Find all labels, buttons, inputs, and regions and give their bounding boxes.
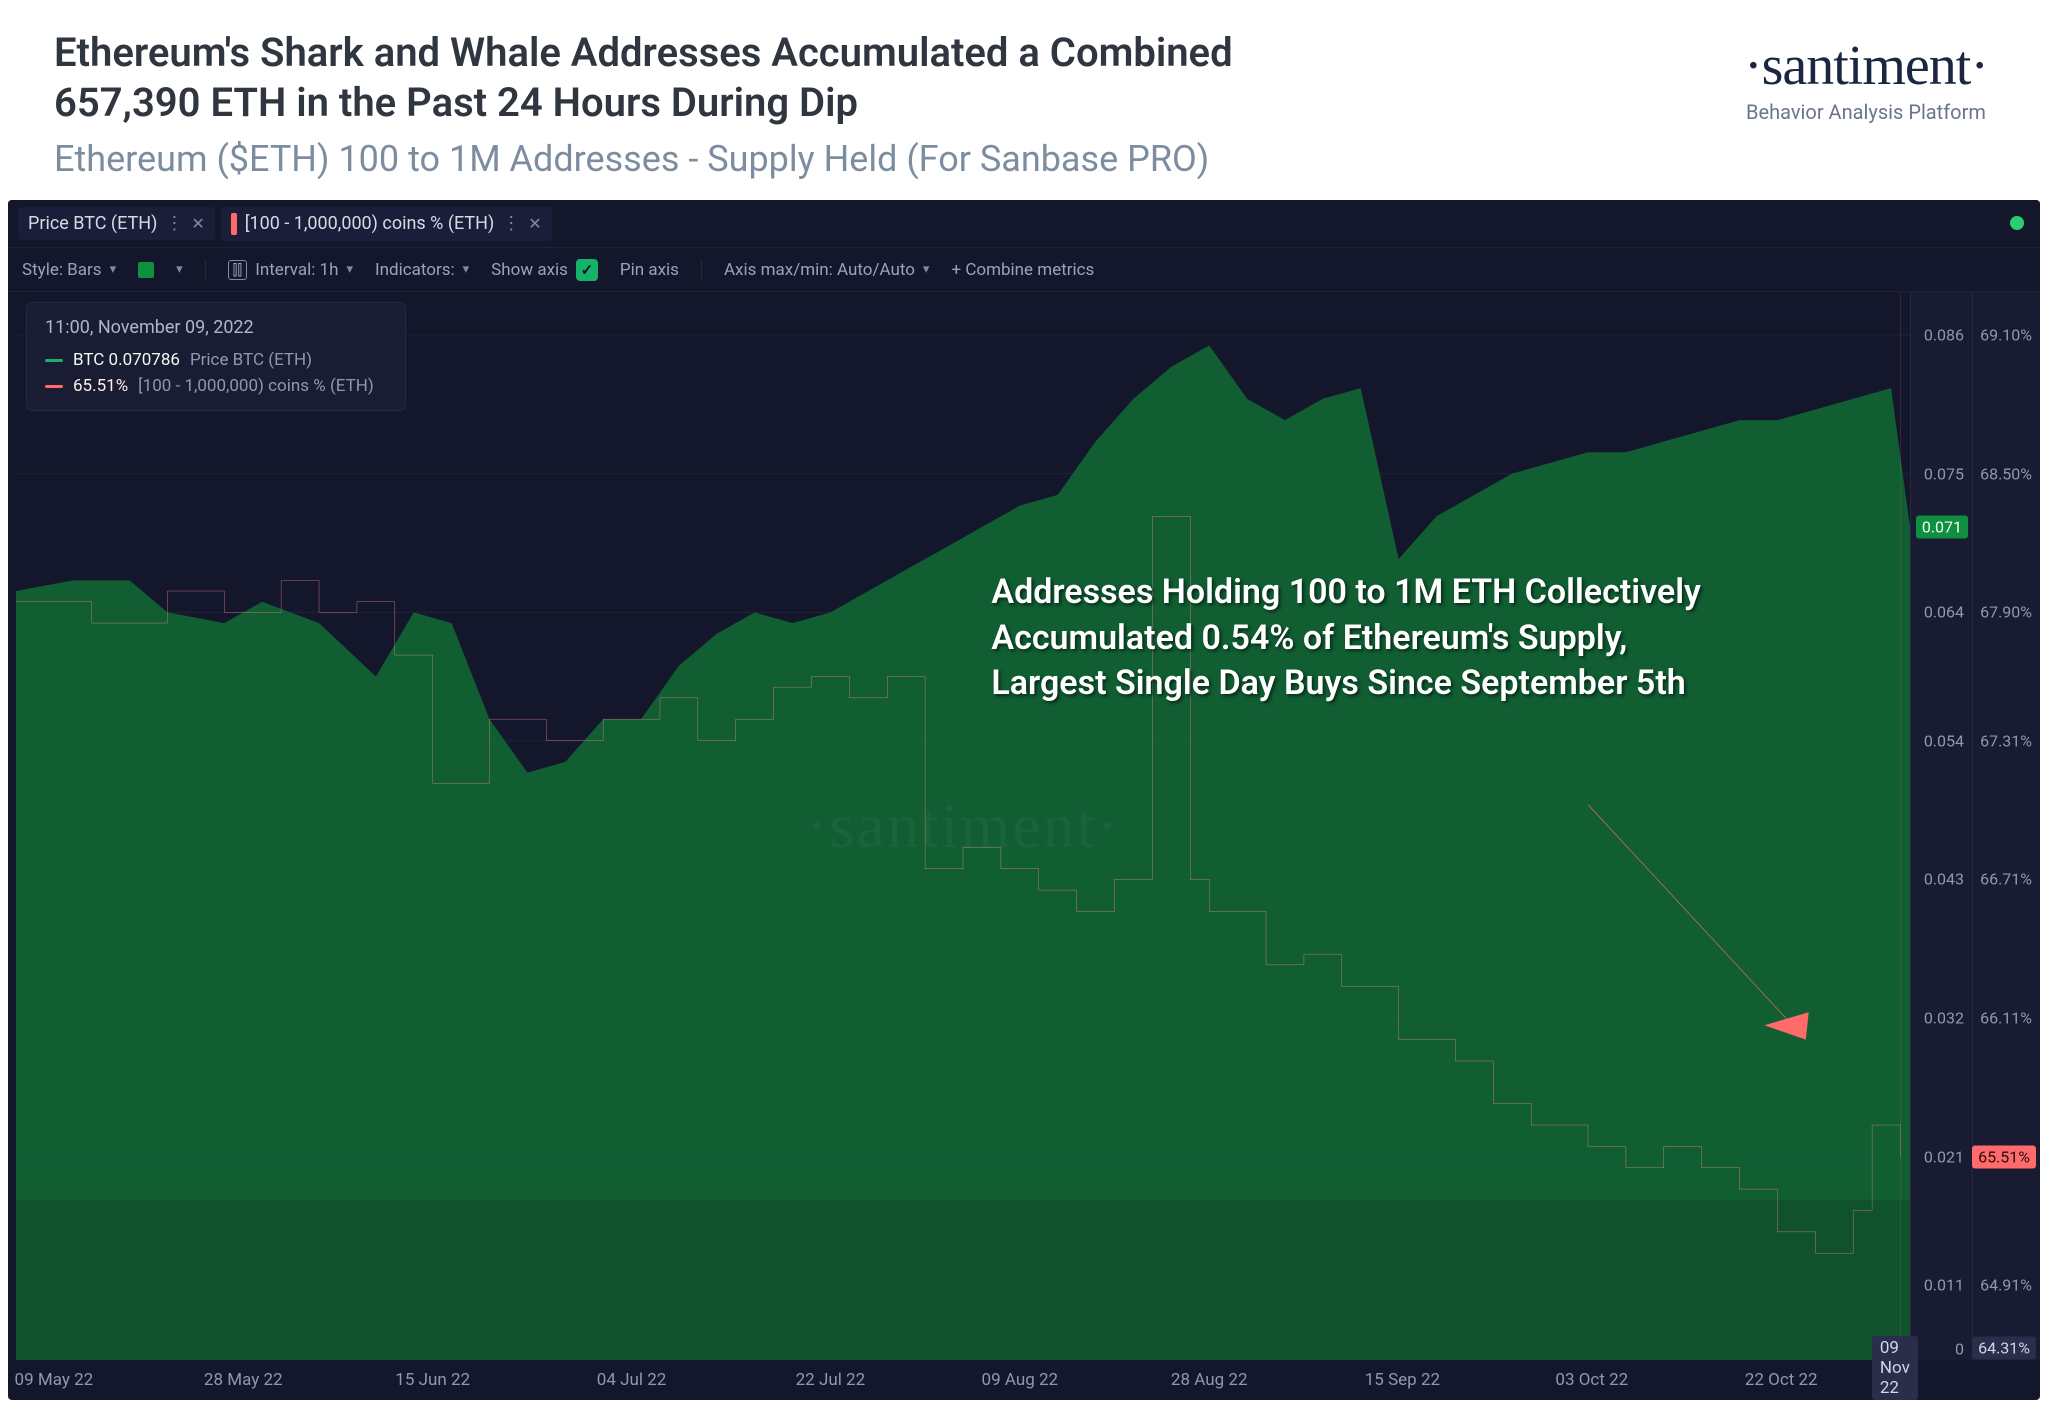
page-subtitle: Ethereum ($ETH) 100 to 1M Addresses - Su… <box>54 138 1744 180</box>
y1-tick: 0 <box>1955 1340 1964 1359</box>
y1-tick: 0.054 <box>1924 731 1964 750</box>
style-selector[interactable]: Style: Bars ▾ <box>22 260 116 280</box>
tab-label: Price BTC (ETH) <box>28 213 157 234</box>
brand: ·santiment· Behavior Analysis Platform <box>1744 34 1988 124</box>
indicators-label: Indicators: <box>375 260 455 280</box>
plot-area[interactable]: ·santiment· 11:00, November 09, 2022 BTC… <box>16 292 1910 1360</box>
tooltip-value: BTC 0.070786 <box>73 350 180 370</box>
y1-tick: 0.086 <box>1924 325 1964 344</box>
y2-current-marker: 65.51% <box>1972 1146 2036 1169</box>
interval-icon: ⫿⫿ <box>228 260 248 280</box>
header-left: Ethereum's Shark and Whale Addresses Acc… <box>54 28 1744 180</box>
y2-bottom-marker: 64.31% <box>1972 1337 2036 1360</box>
y2-tick: 67.31% <box>1980 731 2032 750</box>
metric-tab-coins-pct[interactable]: [100 - 1,000,000) coins % (ETH) ⋮ ✕ <box>221 207 552 241</box>
separator <box>701 259 702 281</box>
y1-tick: 0.075 <box>1924 464 1964 483</box>
tab-label: [100 - 1,000,000) coins % (ETH) <box>245 213 494 234</box>
y2-tick: 67.90% <box>1980 603 2032 622</box>
show-axis-label: Show axis <box>491 260 568 280</box>
x-tick: 09 Aug 22 <box>982 1370 1059 1390</box>
series-color-swatch[interactable] <box>138 262 154 278</box>
x-tick: 04 Jul 22 <box>597 1370 667 1390</box>
y1-tick: 0.064 <box>1924 603 1964 622</box>
pin-axis-toggle[interactable]: Pin axis <box>620 260 679 280</box>
y1-current-marker: 0.071 <box>1916 515 1968 538</box>
axis-minmax-selector[interactable]: Axis max/min: Auto/Auto ▾ <box>724 260 929 280</box>
close-icon[interactable]: ✕ <box>191 214 204 233</box>
combine-label: + Combine metrics <box>951 260 1094 280</box>
chevron-down-icon: ▾ <box>346 262 353 277</box>
x-axis: 09 May 22 28 May 22 15 Jun 22 04 Jul 22 22 J… <box>16 1360 1910 1400</box>
x-tick: 15 Jun 22 <box>395 1370 470 1390</box>
y-axis-left: 0.086 0.075 0.064 0.054 0.043 0.032 0.021 0.011… <box>1910 292 1972 1360</box>
metric-tab-bar: Price BTC (ETH) ⋮ ✕ [100 - 1,000,000) co… <box>8 200 2040 248</box>
combine-metrics-button[interactable]: + Combine metrics <box>951 260 1094 280</box>
kebab-icon[interactable]: ⋮ <box>165 213 183 234</box>
tooltip-value: 65.51% <box>73 376 128 396</box>
y1-tick: 0.032 <box>1924 1009 1964 1028</box>
brand-logo: ·santiment· <box>1744 34 1988 98</box>
x-tick: 28 May 22 <box>204 1370 283 1390</box>
y2-tick: 68.50% <box>1980 464 2032 483</box>
chart-body: ·santiment· 11:00, November 09, 2022 BTC… <box>8 292 2040 1400</box>
x-tick: 09 May 22 <box>15 1370 94 1390</box>
tooltip-label: Price BTC (ETH) <box>190 350 312 370</box>
tooltip-row: BTC 0.070786 Price BTC (ETH) <box>45 350 387 370</box>
chevron-down-icon: ▾ <box>923 262 930 277</box>
metric-tab-price[interactable]: Price BTC (ETH) ⋮ ✕ <box>18 207 215 240</box>
chart-annotation: Addresses Holding 100 to 1M ETH Collecti… <box>991 570 1711 708</box>
page-title: Ethereum's Shark and Whale Addresses Acc… <box>54 28 1334 128</box>
axis-minmax-label: Axis max/min: Auto/Auto <box>724 260 915 280</box>
header: Ethereum's Shark and Whale Addresses Acc… <box>0 0 2048 200</box>
plot-svg <box>16 292 1910 1360</box>
chart-panel: Price BTC (ETH) ⋮ ✕ [100 - 1,000,000) co… <box>8 200 2040 1400</box>
series-swatch <box>45 359 63 362</box>
show-axis-toggle[interactable]: Show axis ✓ <box>491 259 598 281</box>
x-tick: 22 Jul 22 <box>796 1370 866 1390</box>
separator <box>205 259 206 281</box>
x-tick: 15 Sep 22 <box>1365 1370 1440 1390</box>
x-tick: 03 Oct 22 <box>1555 1370 1628 1390</box>
series-swatch <box>45 385 63 388</box>
indicators-selector[interactable]: Indicators: ▾ <box>375 260 469 280</box>
checkbox-on-icon: ✓ <box>576 259 598 281</box>
tooltip-datetime: 11:00, November 09, 2022 <box>45 317 387 338</box>
close-icon[interactable]: ✕ <box>528 214 541 233</box>
interval-label: Interval: 1h <box>255 260 338 280</box>
y-axis-right: 69.10% 68.50% 67.90% 67.31% 66.71% 66.11% 64.9… <box>1972 292 2040 1360</box>
style-label: Style: Bars <box>22 260 102 280</box>
y1-tick: 0.043 <box>1924 870 1964 889</box>
tooltip-label: [100 - 1,000,000) coins % (ETH) <box>138 376 374 396</box>
kebab-icon[interactable]: ⋮ <box>502 213 520 234</box>
chart-toolbar: Style: Bars ▾ ▾ ⫿⫿ Interval: 1h ▾ Indica… <box>8 248 2040 292</box>
y1-tick: 0.021 <box>1924 1148 1964 1167</box>
interval-selector[interactable]: ⫿⫿ Interval: 1h ▾ <box>228 260 353 280</box>
y2-tick: 66.11% <box>1980 1009 2032 1028</box>
tooltip-row: 65.51% [100 - 1,000,000) coins % (ETH) <box>45 376 387 396</box>
x-tick: 22 Oct 22 <box>1745 1370 1818 1390</box>
x-tick: 28 Aug 22 <box>1171 1370 1248 1390</box>
y2-tick: 69.10% <box>1980 325 2032 344</box>
pin-axis-label: Pin axis <box>620 260 679 280</box>
y1-tick: 0.011 <box>1924 1276 1964 1295</box>
y2-tick: 66.71% <box>1980 870 2032 889</box>
x-current-marker: 09 Nov 22 <box>1872 1336 1918 1400</box>
tab-swatch <box>231 213 237 235</box>
y2-tick: 64.91% <box>1980 1276 2032 1295</box>
chevron-down-icon: ▾ <box>110 262 117 277</box>
chevron-down-icon: ▾ <box>463 262 470 277</box>
hover-tooltip: 11:00, November 09, 2022 BTC 0.070786 Pr… <box>26 302 406 411</box>
connection-status-dot <box>2010 216 2024 230</box>
brand-tagline: Behavior Analysis Platform <box>1744 100 1988 124</box>
chevron-down-icon[interactable]: ▾ <box>176 262 183 277</box>
